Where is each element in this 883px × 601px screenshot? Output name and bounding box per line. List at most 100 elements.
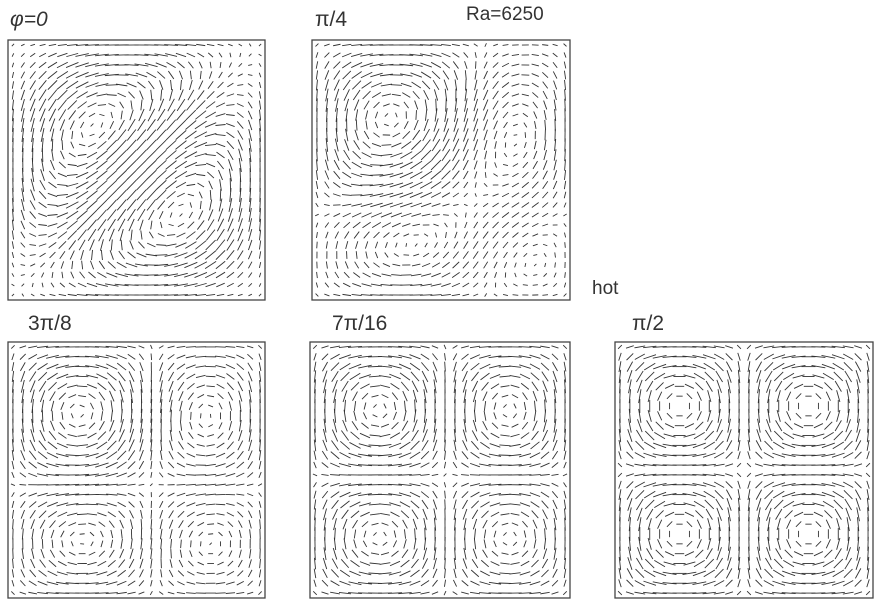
velocity-vector (156, 190, 166, 200)
velocity-vector (544, 101, 547, 110)
velocity-vector (226, 123, 234, 126)
velocity-vector (379, 504, 391, 505)
velocity-vector (774, 500, 783, 509)
velocity-vector (533, 161, 538, 169)
velocity-vector (694, 560, 705, 566)
velocity-vector (766, 547, 771, 560)
velocity-vector (392, 264, 400, 266)
velocity-vector (542, 372, 548, 382)
velocity-vector (748, 451, 750, 459)
velocity-vector (726, 580, 733, 587)
velocity-vector (493, 232, 499, 239)
velocity-vector (107, 180, 117, 190)
velocity-vector (136, 160, 146, 170)
velocity-vector (151, 221, 152, 230)
velocity-vector (156, 140, 166, 150)
velocity-vector (521, 433, 529, 439)
velocity-vector (826, 520, 830, 529)
velocity-vector (509, 583, 522, 584)
velocity-vector (258, 345, 261, 348)
velocity-vector (159, 473, 163, 478)
velocity-vector (726, 481, 733, 488)
velocity-vector (454, 362, 457, 371)
velocity-vector (227, 83, 233, 87)
velocity-vector (514, 253, 518, 258)
velocity-vector (12, 252, 13, 258)
velocity-vector (330, 475, 340, 476)
velocity-vector (129, 559, 134, 568)
velocity-vector (151, 461, 152, 469)
velocity-vector (50, 550, 54, 558)
velocity-vector (738, 481, 740, 489)
velocity-vector (396, 243, 398, 248)
velocity-vector (146, 170, 156, 180)
velocity-vector (714, 354, 724, 359)
velocity-vector (725, 346, 733, 348)
velocity-vector (48, 90, 57, 101)
velocity-vector (431, 171, 442, 180)
velocity-vector (316, 232, 317, 238)
velocity-vector (138, 242, 144, 249)
velocity-vector (866, 473, 870, 477)
velocity-vector (139, 109, 144, 121)
velocity-vector (816, 541, 821, 546)
velocity-vector (341, 431, 348, 441)
velocity-vector (190, 551, 192, 557)
velocity-vector (57, 81, 68, 90)
velocity-vector (250, 529, 251, 538)
velocity-vector (411, 274, 421, 276)
velocity-vector (626, 464, 634, 466)
velocity-vector (129, 502, 135, 508)
velocity-vector (787, 520, 791, 529)
velocity-vector (48, 511, 57, 517)
velocity-vector (796, 521, 801, 526)
velocity-vector (340, 570, 350, 576)
velocity-vector (342, 294, 351, 295)
velocity-vector (186, 356, 196, 358)
velocity-vector (371, 83, 382, 88)
velocity-vector (441, 44, 451, 45)
velocity-vector (59, 393, 66, 400)
velocity-vector (321, 346, 328, 348)
velocity-vector (685, 424, 694, 428)
velocity-vector (695, 382, 703, 390)
velocity-vector (442, 262, 449, 268)
velocity-vector (542, 203, 548, 208)
velocity-vector (400, 571, 411, 576)
velocity-vector (354, 401, 355, 411)
velocity-vector (532, 202, 539, 207)
velocity-vector (470, 463, 480, 466)
velocity-vector (57, 71, 68, 78)
velocity-vector (433, 224, 438, 226)
velocity-vector (12, 90, 13, 99)
velocity-vector (316, 61, 317, 68)
velocity-vector (366, 110, 368, 119)
velocity-vector (39, 71, 47, 79)
panel-label: 3π/8 (28, 312, 72, 336)
velocity-vector (554, 149, 556, 160)
velocity-vector (69, 283, 76, 287)
velocity-vector (356, 109, 358, 120)
velocity-vector (383, 104, 390, 106)
velocity-vector (776, 548, 782, 559)
velocity-vector (484, 140, 487, 150)
velocity-vector (186, 475, 196, 476)
velocity-vector (388, 454, 402, 457)
velocity-vector (687, 393, 692, 398)
velocity-vector (47, 502, 58, 506)
velocity-vector (216, 152, 224, 158)
velocity-vector (236, 592, 244, 593)
velocity-vector (259, 251, 260, 258)
velocity-vector (783, 373, 794, 379)
velocity-vector (236, 346, 244, 347)
velocity-vector (512, 84, 520, 86)
velocity-vector (758, 547, 761, 561)
velocity-vector (239, 63, 242, 66)
velocity-vector (421, 362, 428, 370)
velocity-vector (361, 213, 371, 217)
velocity-vector (554, 90, 557, 100)
velocity-vector (756, 353, 763, 360)
velocity-vector (758, 419, 761, 433)
velocity-vector (161, 89, 162, 100)
velocity-vector (227, 512, 234, 516)
